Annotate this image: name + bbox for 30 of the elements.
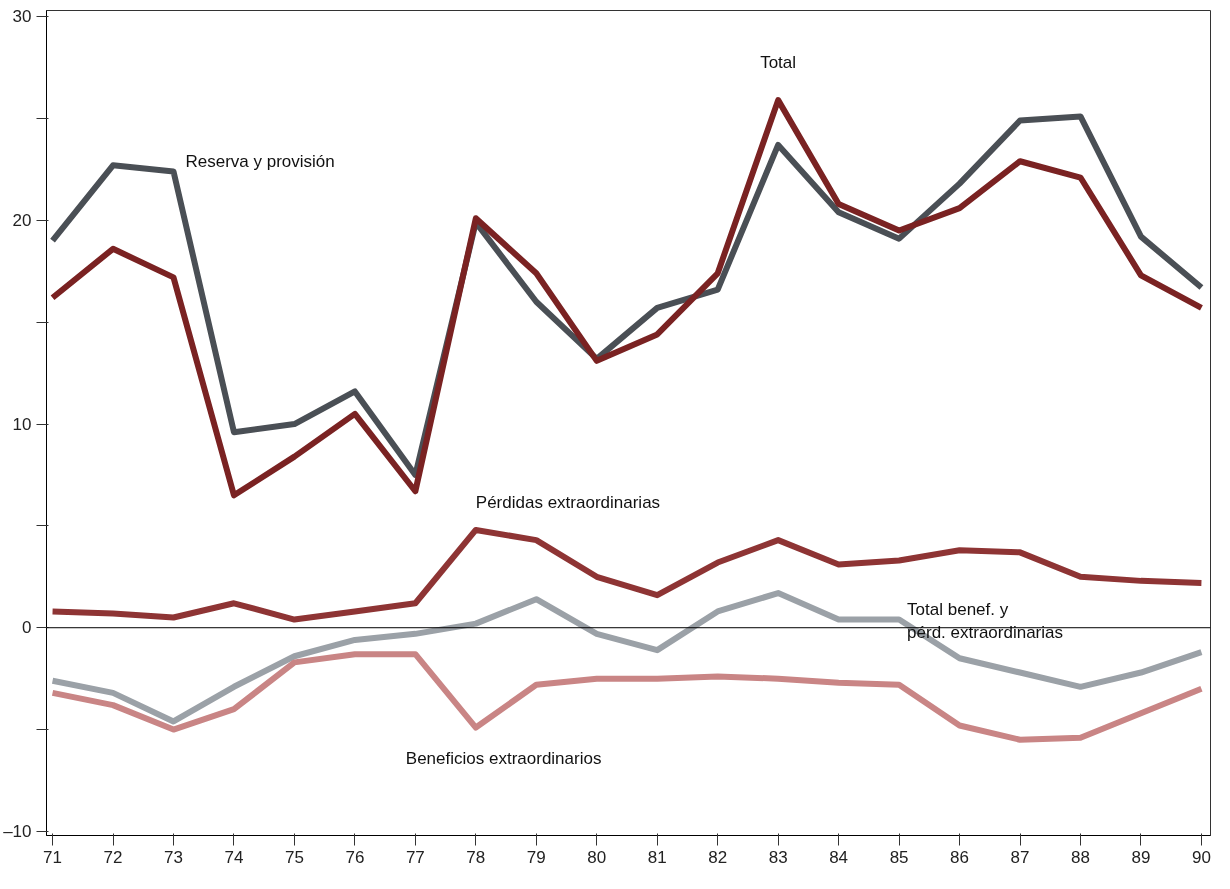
x-tick-label: 88 <box>1071 847 1090 867</box>
x-tick-label: 90 <box>1191 847 1211 867</box>
x-tick-label: 84 <box>829 847 849 867</box>
x-tick-label: 72 <box>103 847 123 867</box>
x-tick-label: 81 <box>647 847 667 867</box>
x-tick-label: 80 <box>587 847 607 867</box>
x-tick-label: 76 <box>345 847 365 867</box>
y-tick-label: 30 <box>12 7 32 27</box>
series-label: Pérdidas extraordinarias <box>475 492 661 512</box>
series-label: Reserva y provisión <box>185 152 335 172</box>
y-tick-label: –10 <box>3 821 32 841</box>
x-tick-label: 89 <box>1131 847 1151 867</box>
x-tick-label: 82 <box>708 847 728 867</box>
x-tick-label: 79 <box>526 847 546 867</box>
x-tick-label: 78 <box>466 847 486 867</box>
series-label: Total benef. y pérd. extraordinarias <box>907 599 1064 642</box>
x-tick-label: 87 <box>1010 847 1030 867</box>
x-tick-label: 73 <box>164 847 183 867</box>
x-tick-label: 75 <box>284 847 304 867</box>
x-tick-label: 86 <box>950 847 970 867</box>
y-tick-label: 20 <box>12 210 32 230</box>
x-tick-label: 85 <box>889 847 909 867</box>
y-tick-label: 10 <box>12 414 32 434</box>
x-tick-label: 83 <box>768 847 788 867</box>
x-tick-label: 71 <box>43 847 63 867</box>
x-tick-label: 77 <box>405 847 425 867</box>
text: Beneficios extraordinarios <box>405 748 602 768</box>
x-tick-label: 74 <box>224 847 244 867</box>
y-tick-label: 0 <box>22 618 32 638</box>
series-label: Total <box>760 53 797 73</box>
